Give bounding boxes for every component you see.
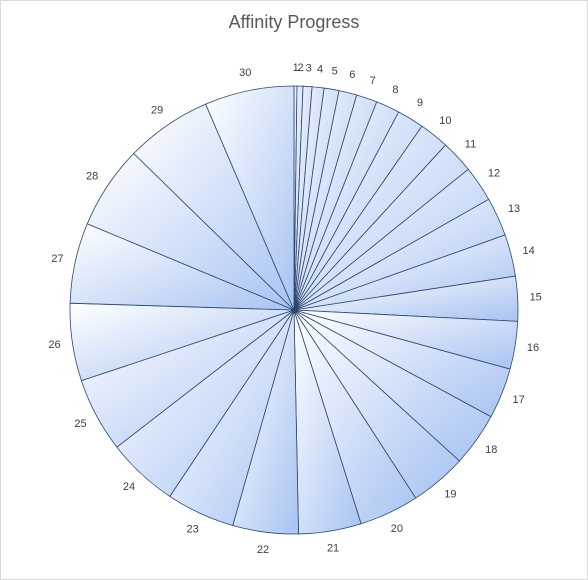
slice-label: 23 [186, 524, 198, 536]
slice-label: 3 [306, 62, 312, 74]
chart-title: Affinity Progress [229, 12, 360, 32]
slice-label: 28 [86, 170, 98, 182]
slice-label: 10 [439, 115, 451, 127]
slice-label: 8 [392, 84, 398, 96]
slice-label: 14 [523, 245, 535, 257]
slice-label: 2 [297, 62, 303, 74]
slice-label: 17 [512, 394, 524, 406]
slice-label: 11 [465, 138, 476, 150]
slice-label: 9 [417, 97, 423, 109]
slice-label: 13 [508, 203, 520, 215]
pie-slice [205, 85, 295, 311]
slice-label: 4 [317, 63, 323, 75]
slice-label: 20 [391, 523, 403, 535]
slice-label: 26 [48, 339, 60, 351]
slice-label: 15 [530, 292, 542, 304]
slice-label: 19 [444, 489, 456, 501]
slice-label: 27 [51, 253, 63, 265]
slice-label: 6 [349, 69, 355, 81]
slice-label: 5 [332, 65, 338, 77]
slice-label: 12 [488, 168, 500, 180]
slice-label: 30 [239, 67, 251, 79]
slice-label: 25 [74, 418, 86, 430]
slice-label: 22 [257, 544, 269, 556]
slice-label: 16 [527, 342, 539, 354]
slice-label: 24 [123, 481, 135, 493]
slice-label: 7 [370, 75, 376, 87]
slice-label: 29 [151, 104, 163, 116]
slice-label: 21 [327, 543, 339, 555]
slice-label: 1 [293, 62, 299, 74]
slice-label: 18 [485, 444, 497, 456]
